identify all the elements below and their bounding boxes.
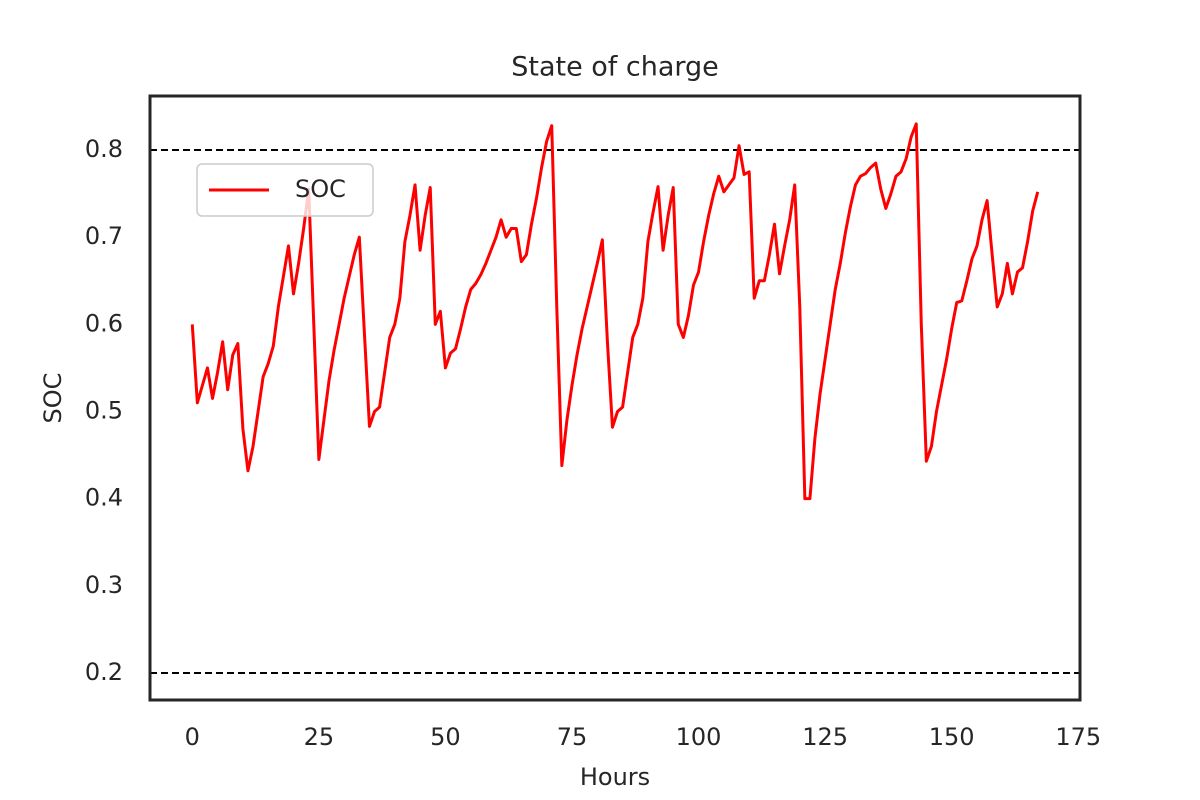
- x-tick-label: 75: [557, 723, 588, 751]
- x-tick-label: 125: [802, 723, 848, 751]
- y-tick-label: 0.3: [85, 571, 123, 599]
- y-tick-label: 0.4: [85, 484, 123, 512]
- x-tick-label: 100: [676, 723, 722, 751]
- legend-label: SOC: [295, 175, 346, 203]
- y-axis-label: SOC: [39, 373, 67, 424]
- plot-frame: [148, 94, 1082, 702]
- data-line: [190, 122, 1040, 501]
- x-axis-label: Hours: [580, 763, 650, 791]
- y-tick-label: 0.6: [85, 309, 123, 337]
- y-tick-label: 0.2: [85, 658, 123, 686]
- x-tick-label: 175: [1055, 723, 1101, 751]
- y-tick-label: 0.5: [85, 397, 123, 425]
- y-tick-label: 0.7: [85, 222, 123, 250]
- y-tick-label: 0.8: [85, 135, 123, 163]
- x-tick-label: 0: [185, 723, 200, 751]
- x-tick-label: 150: [929, 723, 975, 751]
- x-tick-label: 50: [430, 723, 461, 751]
- chart-title: State of charge: [511, 52, 719, 83]
- legend-box: [196, 163, 374, 217]
- x-tick-label: 25: [304, 723, 335, 751]
